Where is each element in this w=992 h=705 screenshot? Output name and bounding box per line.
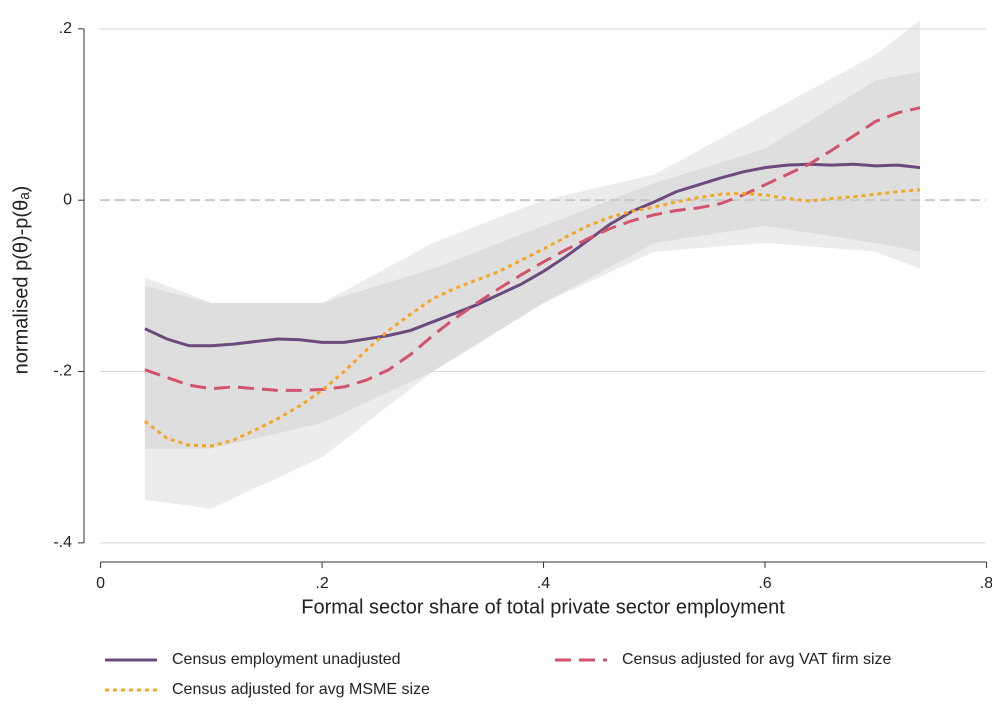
y-tick-label: -.4 [53,534,72,551]
series-line [144,162,921,348]
y-tick-label: 0 [63,191,72,208]
y-axis-title: normalised p(θ)-p(θₐ) [10,186,32,375]
y-tick-label: .2 [59,20,72,37]
series-line [144,106,921,392]
legend-label: Census adjusted for avg MSME size [172,681,430,698]
x-tick-label: .2 [315,575,328,592]
x-axis-title: Formal sector share of total private sec… [301,596,785,618]
confidence-band [144,71,920,449]
y-tick-label: -.2 [53,363,72,380]
x-tick-label: .4 [537,575,550,592]
legend-label: Census employment unadjusted [172,651,401,668]
series-line [143,188,921,448]
x-tick-label: .6 [758,575,771,592]
x-tick-label: 0 [96,575,105,592]
legend-label: Census adjusted for avg VAT firm size [622,651,892,668]
x-tick-label: .8 [980,575,992,592]
